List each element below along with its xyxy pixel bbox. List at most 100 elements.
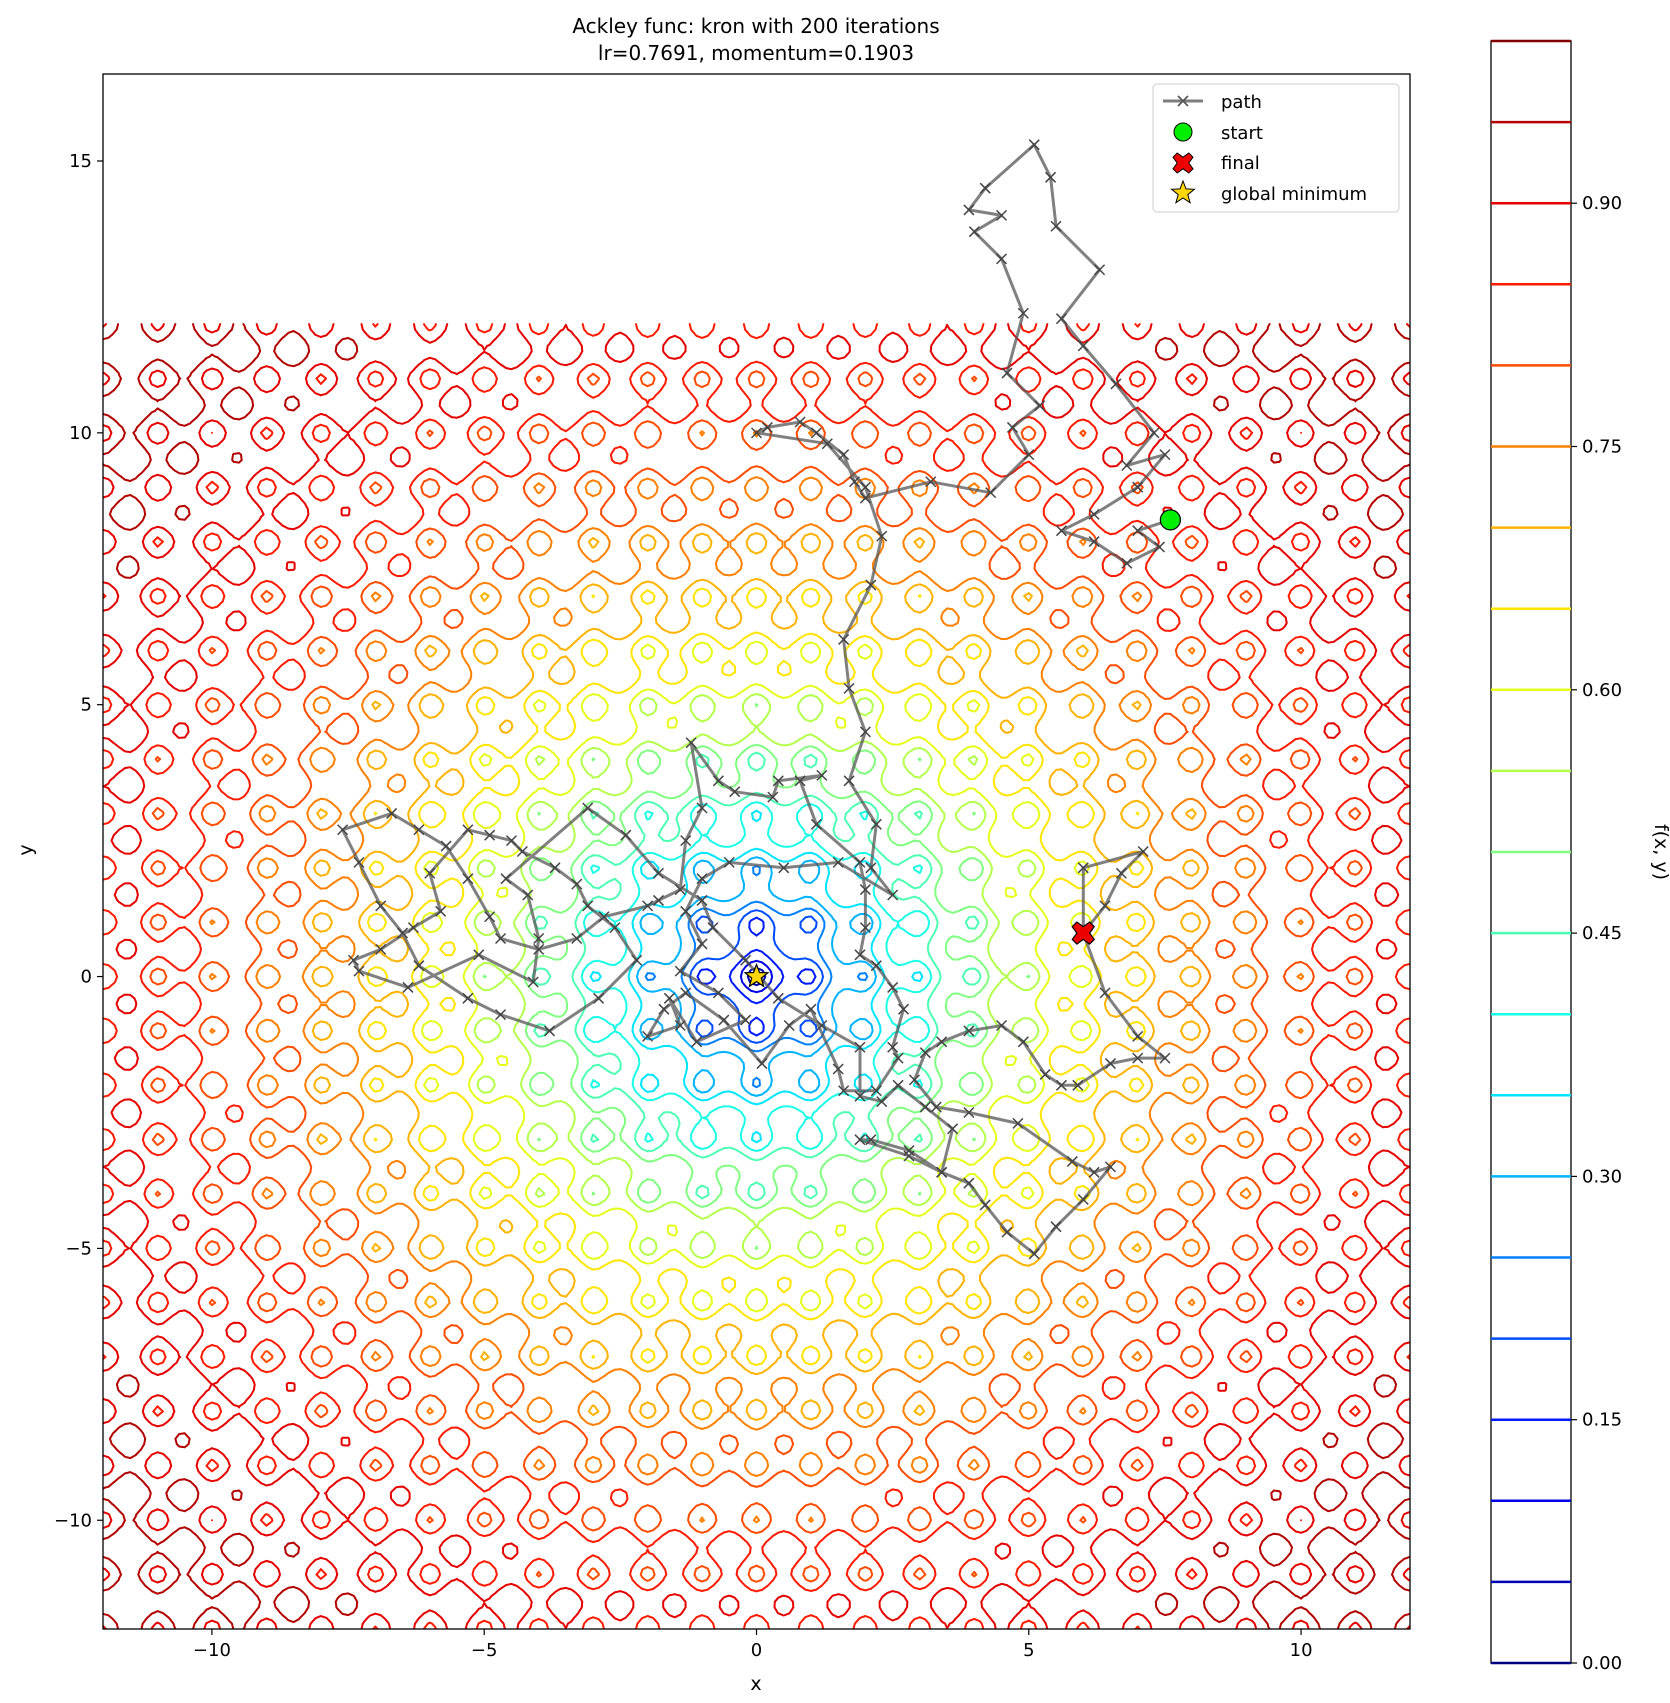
- colorbar-tick-label-2: 0.30: [1582, 1166, 1622, 1187]
- path-point-27: [1023, 449, 1035, 461]
- contour-level-11: [420, 640, 1093, 1313]
- contour-level-14: [208, 429, 1305, 1524]
- path-point-54: [674, 965, 686, 977]
- path-point-14: [1094, 264, 1106, 276]
- path-point-175: [1132, 1030, 1144, 1042]
- path-point-173: [1132, 1052, 1144, 1064]
- start-marker: [1159, 509, 1181, 531]
- path-point-71: [887, 1041, 899, 1053]
- path-point-180: [1137, 845, 1149, 858]
- path-point-97: [462, 873, 474, 885]
- path-point-121: [407, 922, 419, 934]
- global-minimum-marker: [743, 962, 770, 988]
- path-point-165: [936, 1036, 948, 1048]
- path-point-127: [527, 976, 539, 988]
- path-point-143: [919, 1101, 931, 1113]
- legend-entry-start: start: [1173, 122, 1263, 144]
- path-point-147: [865, 1134, 877, 1146]
- path-point-163: [908, 1074, 920, 1086]
- y-tick-label-5: 15: [69, 151, 92, 172]
- path-point-20: [996, 209, 1008, 221]
- path-point-95: [495, 932, 507, 945]
- path-point-117: [484, 829, 496, 841]
- y-tick-label-2: 0: [81, 967, 92, 988]
- path-point-170: [1055, 1079, 1068, 1091]
- legend-entry-path: path: [1163, 92, 1262, 113]
- colorbar-label: f(x, y): [1650, 824, 1670, 880]
- path-point-139: [854, 1041, 866, 1053]
- path-point-35: [761, 421, 773, 433]
- path-point-60: [642, 1030, 654, 1042]
- path-point-89: [674, 884, 686, 896]
- path-point-69: [870, 1085, 882, 1097]
- path-point-9: [1121, 459, 1133, 471]
- path-point-30: [859, 492, 871, 504]
- path-point-49: [778, 862, 790, 874]
- contour-level-2: [696, 916, 817, 1037]
- path-point-168: [1017, 1036, 1029, 1048]
- path-point-77: [859, 884, 871, 896]
- path-point-24: [1001, 367, 1013, 379]
- colorbar-tick-label-6: 0.90: [1582, 193, 1622, 214]
- path-point-123: [347, 954, 360, 966]
- contour-level-5: [636, 856, 877, 1097]
- path-point-96: [484, 911, 496, 923]
- y-axis-label: y: [15, 844, 37, 855]
- path-point-94: [533, 943, 545, 955]
- path-point-86: [685, 737, 697, 749]
- plot-area: [103, 74, 1410, 1629]
- path-point-11: [1110, 378, 1122, 390]
- path-point-63: [718, 1014, 730, 1026]
- path-point-64: [756, 1058, 768, 1070]
- chart-subtitle: lr=0.7691, momentum=0.1903: [598, 41, 914, 65]
- path-point-119: [424, 867, 436, 879]
- path-point-100: [386, 807, 398, 819]
- path-point-31: [848, 476, 861, 488]
- path-point-133: [652, 867, 665, 879]
- path-point-92: [598, 911, 610, 923]
- path-point-124: [353, 965, 365, 977]
- path-point-55: [712, 987, 724, 999]
- path-point-146: [903, 1145, 915, 1157]
- path-point-155: [1050, 1221, 1062, 1233]
- path-point-46: [865, 862, 877, 874]
- path-point-103: [375, 900, 387, 912]
- path-point-171: [1072, 1079, 1084, 1091]
- path-point-6: [1088, 508, 1100, 520]
- path-point-109: [593, 992, 605, 1004]
- legend-label-final: final: [1221, 153, 1260, 174]
- path-point-79: [810, 818, 822, 830]
- path-point-87: [696, 802, 708, 814]
- path-point-112: [582, 900, 594, 912]
- path-point-125: [402, 981, 414, 993]
- path-point-16: [1045, 171, 1057, 183]
- colorbar-tick-label-1: 0.15: [1582, 1410, 1622, 1431]
- contour-level-15: [149, 370, 1364, 1583]
- contour-level-13: [311, 532, 1202, 1421]
- path-point-131: [582, 802, 594, 814]
- legend-label-start: start: [1221, 123, 1263, 144]
- path-point-169: [1039, 1068, 1051, 1080]
- path-point-120: [435, 905, 447, 917]
- path-point-88: [680, 835, 692, 847]
- path-point-5: [1055, 525, 1068, 537]
- legend: path start final global minimum: [1152, 83, 1400, 213]
- y-axis-ticks: −10 −5 0 5 10 15: [54, 151, 103, 1531]
- colorbar-tick-label-4: 0.60: [1582, 680, 1622, 701]
- path-point-53: [696, 938, 708, 950]
- path-point-149: [903, 1150, 915, 1162]
- path-point-75: [854, 949, 866, 961]
- path-point-82: [772, 775, 784, 787]
- path-point-59: [674, 1019, 686, 1032]
- path-point-3: [1121, 557, 1133, 569]
- contour-level-3: [689, 909, 824, 1044]
- path-point-178: [1099, 900, 1111, 912]
- path-point-8: [1159, 449, 1171, 461]
- x-axis-label: x: [750, 1673, 761, 1695]
- x-tick-label-3: 5: [1023, 1640, 1034, 1661]
- path-point-174: [1159, 1052, 1171, 1064]
- path-point-118: [462, 824, 474, 836]
- path-point-45: [870, 818, 882, 830]
- colorbar-ticks: 0.00 0.15 0.30 0.45 0.60 0.75 0.90: [1571, 193, 1622, 1674]
- x-tick-label-0: −10: [193, 1640, 231, 1661]
